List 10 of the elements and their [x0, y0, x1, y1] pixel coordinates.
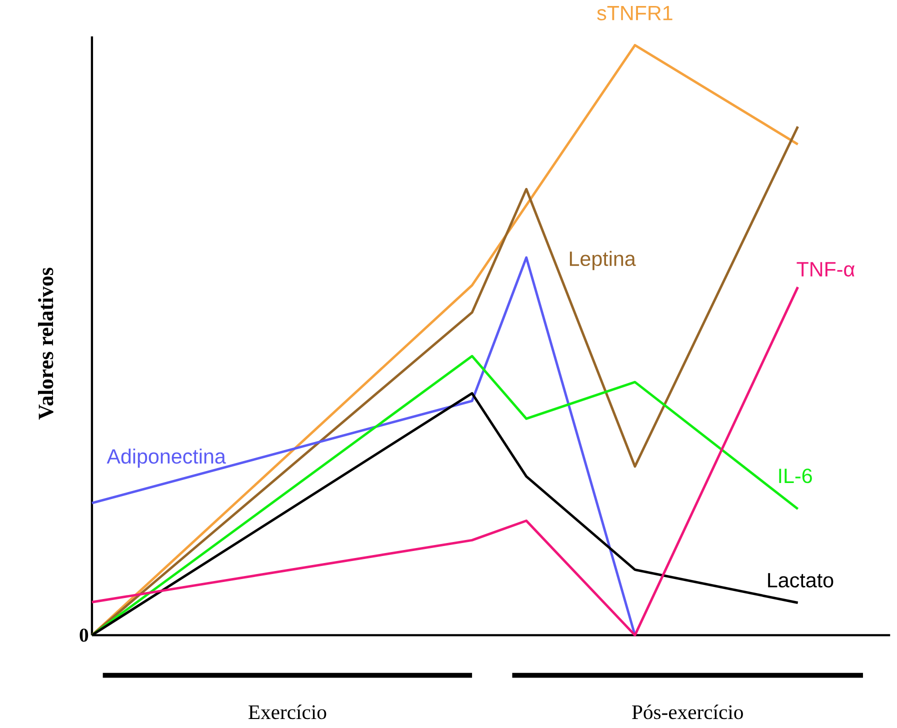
series-label: sTNFR1	[597, 6, 672, 20]
series-label: Leptina	[570, 250, 636, 270]
text: Pós-exercício	[632, 704, 743, 719]
annotation: 0	[80, 628, 88, 642]
y-axis-title: Valores relativos	[38, 268, 54, 420]
series-label: IL-6	[779, 468, 812, 483]
text: Exercício	[248, 704, 326, 719]
series-label: Adiponectina	[106, 448, 226, 468]
series-label: Lactato	[768, 572, 834, 588]
series-label: TNF-α	[796, 262, 855, 276]
